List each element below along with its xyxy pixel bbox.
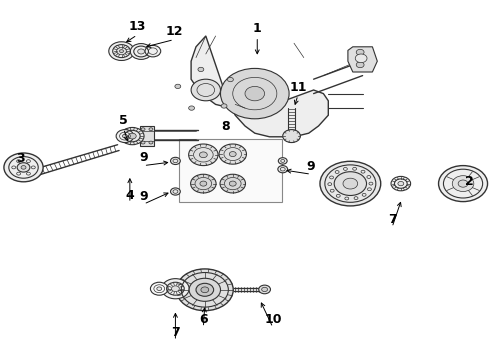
Circle shape: [262, 287, 268, 292]
Text: 8: 8: [221, 120, 230, 132]
Circle shape: [398, 181, 404, 186]
Circle shape: [189, 106, 195, 110]
Text: 5: 5: [119, 114, 128, 127]
Circle shape: [116, 130, 134, 143]
Bar: [140, 126, 154, 146]
Polygon shape: [191, 36, 328, 137]
Text: 7: 7: [171, 327, 180, 339]
Circle shape: [121, 127, 144, 145]
Circle shape: [278, 158, 287, 164]
Circle shape: [149, 128, 153, 131]
Circle shape: [201, 287, 209, 293]
Circle shape: [245, 86, 265, 101]
Text: 12: 12: [165, 25, 183, 38]
Circle shape: [138, 49, 145, 54]
Circle shape: [172, 286, 179, 292]
Text: 7: 7: [388, 213, 396, 226]
Circle shape: [17, 163, 30, 172]
Circle shape: [149, 141, 153, 144]
Circle shape: [220, 68, 289, 119]
Circle shape: [130, 44, 152, 59]
Text: 3: 3: [16, 152, 25, 165]
Circle shape: [219, 144, 246, 164]
Circle shape: [145, 45, 161, 57]
Circle shape: [176, 269, 233, 311]
Circle shape: [4, 153, 43, 182]
Circle shape: [191, 174, 216, 193]
Circle shape: [189, 144, 218, 166]
Circle shape: [120, 50, 123, 53]
Circle shape: [452, 176, 474, 192]
Text: 13: 13: [128, 21, 146, 33]
Circle shape: [229, 152, 236, 157]
Bar: [179, 139, 282, 202]
Circle shape: [221, 104, 227, 108]
Circle shape: [171, 157, 180, 165]
Polygon shape: [348, 47, 377, 72]
Text: 9: 9: [307, 160, 316, 173]
Text: 10: 10: [264, 313, 282, 326]
Circle shape: [458, 180, 468, 187]
Circle shape: [356, 49, 364, 55]
Text: 9: 9: [139, 151, 148, 164]
Text: 2: 2: [465, 175, 474, 188]
Circle shape: [220, 174, 245, 193]
Circle shape: [200, 181, 207, 186]
Circle shape: [128, 133, 136, 139]
Circle shape: [278, 166, 288, 173]
Circle shape: [439, 166, 488, 202]
Circle shape: [355, 54, 367, 63]
Text: 6: 6: [199, 313, 208, 326]
Circle shape: [189, 278, 220, 301]
Circle shape: [196, 283, 214, 296]
Circle shape: [191, 79, 220, 101]
Circle shape: [141, 128, 145, 131]
Text: 1: 1: [253, 22, 262, 35]
Circle shape: [117, 48, 126, 55]
Circle shape: [199, 152, 207, 158]
Circle shape: [109, 42, 134, 60]
Text: 4: 4: [125, 189, 134, 202]
Circle shape: [356, 62, 364, 68]
Circle shape: [391, 176, 411, 191]
Circle shape: [259, 285, 270, 294]
Circle shape: [171, 188, 180, 195]
Text: 11: 11: [289, 81, 307, 94]
Circle shape: [157, 287, 162, 291]
Text: 9: 9: [139, 190, 148, 203]
Circle shape: [122, 134, 127, 138]
Circle shape: [334, 172, 367, 195]
Circle shape: [227, 77, 233, 82]
Circle shape: [229, 181, 236, 186]
Circle shape: [320, 161, 381, 206]
Circle shape: [198, 67, 204, 72]
Circle shape: [141, 141, 145, 144]
Circle shape: [283, 130, 300, 143]
Circle shape: [175, 84, 181, 89]
Circle shape: [162, 279, 189, 299]
Circle shape: [21, 166, 26, 169]
Circle shape: [343, 178, 358, 189]
Circle shape: [150, 282, 168, 295]
